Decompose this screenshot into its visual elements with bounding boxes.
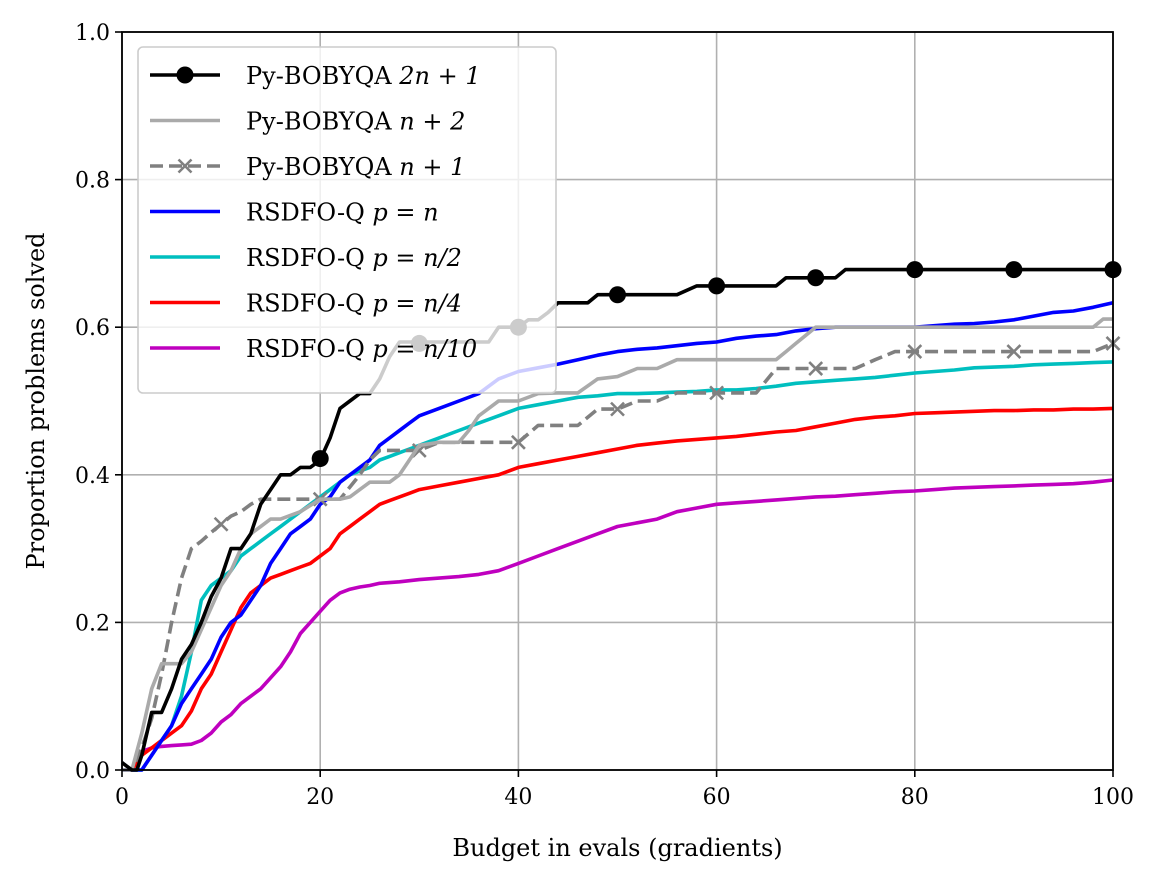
y-tick-label: 0.8: [75, 169, 110, 194]
series-marker: [610, 401, 625, 417]
x-tick-label: 80: [901, 785, 929, 810]
y-tick-label: 0.6: [75, 316, 110, 341]
legend-label: Py-BOBYQA n + 2: [246, 108, 465, 136]
series-line: [122, 360, 1114, 772]
series-marker: [709, 385, 725, 401]
legend-label: Py-BOBYQA 2n + 1: [246, 62, 481, 90]
series-6: [122, 478, 1114, 772]
legend-label: Py-BOBYQA n + 1: [246, 153, 465, 181]
y-tick-label: 0.2: [75, 611, 110, 636]
y-tick-label: 1.0: [75, 21, 110, 46]
legend: Py-BOBYQA 2n + 1 Py-BOBYQA n + 2 Py-BOBYQA…: [137, 46, 557, 394]
legend-box: [137, 46, 557, 394]
legend-entry: RSDFO-Q p = n/2: [150, 244, 462, 272]
series-5: [122, 406, 1114, 772]
legend-marker: [176, 66, 194, 84]
x-tick-label: 60: [703, 785, 731, 810]
series-marker: [907, 344, 923, 359]
series-marker: [1005, 261, 1023, 279]
legend-label: RSDFO-Q p = n/4: [246, 290, 462, 318]
series-line: [122, 317, 1113, 772]
series-marker: [1006, 344, 1022, 359]
x-axis-label: Budget in evals (gradients): [452, 834, 782, 862]
legend-label: RSDFO-Q p = n/2: [246, 244, 462, 272]
x-tick-label: 40: [504, 785, 532, 810]
series-4: [122, 360, 1114, 772]
legend-marker: [177, 158, 193, 174]
legend-entry: Py-BOBYQA 2n + 1: [150, 62, 481, 90]
x-tick-label: 0: [115, 785, 129, 810]
series-marker: [609, 286, 626, 304]
y-tick-label: 0.4: [75, 464, 110, 489]
series-line: [122, 478, 1114, 772]
y-tick-label: 0.0: [75, 759, 110, 784]
axis-ticks: 0 20 40 60 80 100 0.0 0.2 0.4 0.6 0.8 1.0: [75, 21, 1134, 810]
series-marker: [906, 261, 924, 279]
legend-entry: RSDFO-Q p = n/4: [150, 290, 462, 318]
legend-label: RSDFO-Q p = n: [246, 199, 439, 227]
legend-label: RSDFO-Q p = n/10: [246, 335, 477, 363]
series-marker: [510, 434, 526, 450]
series-line: [122, 406, 1114, 772]
legend-entry: RSDFO-Q p = n: [150, 199, 439, 227]
x-tick-label: 100: [1092, 785, 1134, 810]
plot-frame: [121, 31, 1114, 771]
x-tick-label: 20: [306, 785, 334, 810]
series-marker: [708, 277, 726, 295]
legend-entry: Py-BOBYQA n + 2: [150, 108, 465, 136]
series-1: [122, 317, 1113, 772]
series-marker: [808, 361, 824, 376]
legend-entry: RSDFO-Q p = n/10: [150, 335, 477, 363]
y-axis-label: Proportion problems solved: [22, 232, 50, 569]
series-marker: [807, 269, 825, 287]
legend-entry: Py-BOBYQA n + 1: [150, 153, 465, 181]
series-marker: [311, 450, 329, 468]
series-marker: [213, 516, 229, 532]
